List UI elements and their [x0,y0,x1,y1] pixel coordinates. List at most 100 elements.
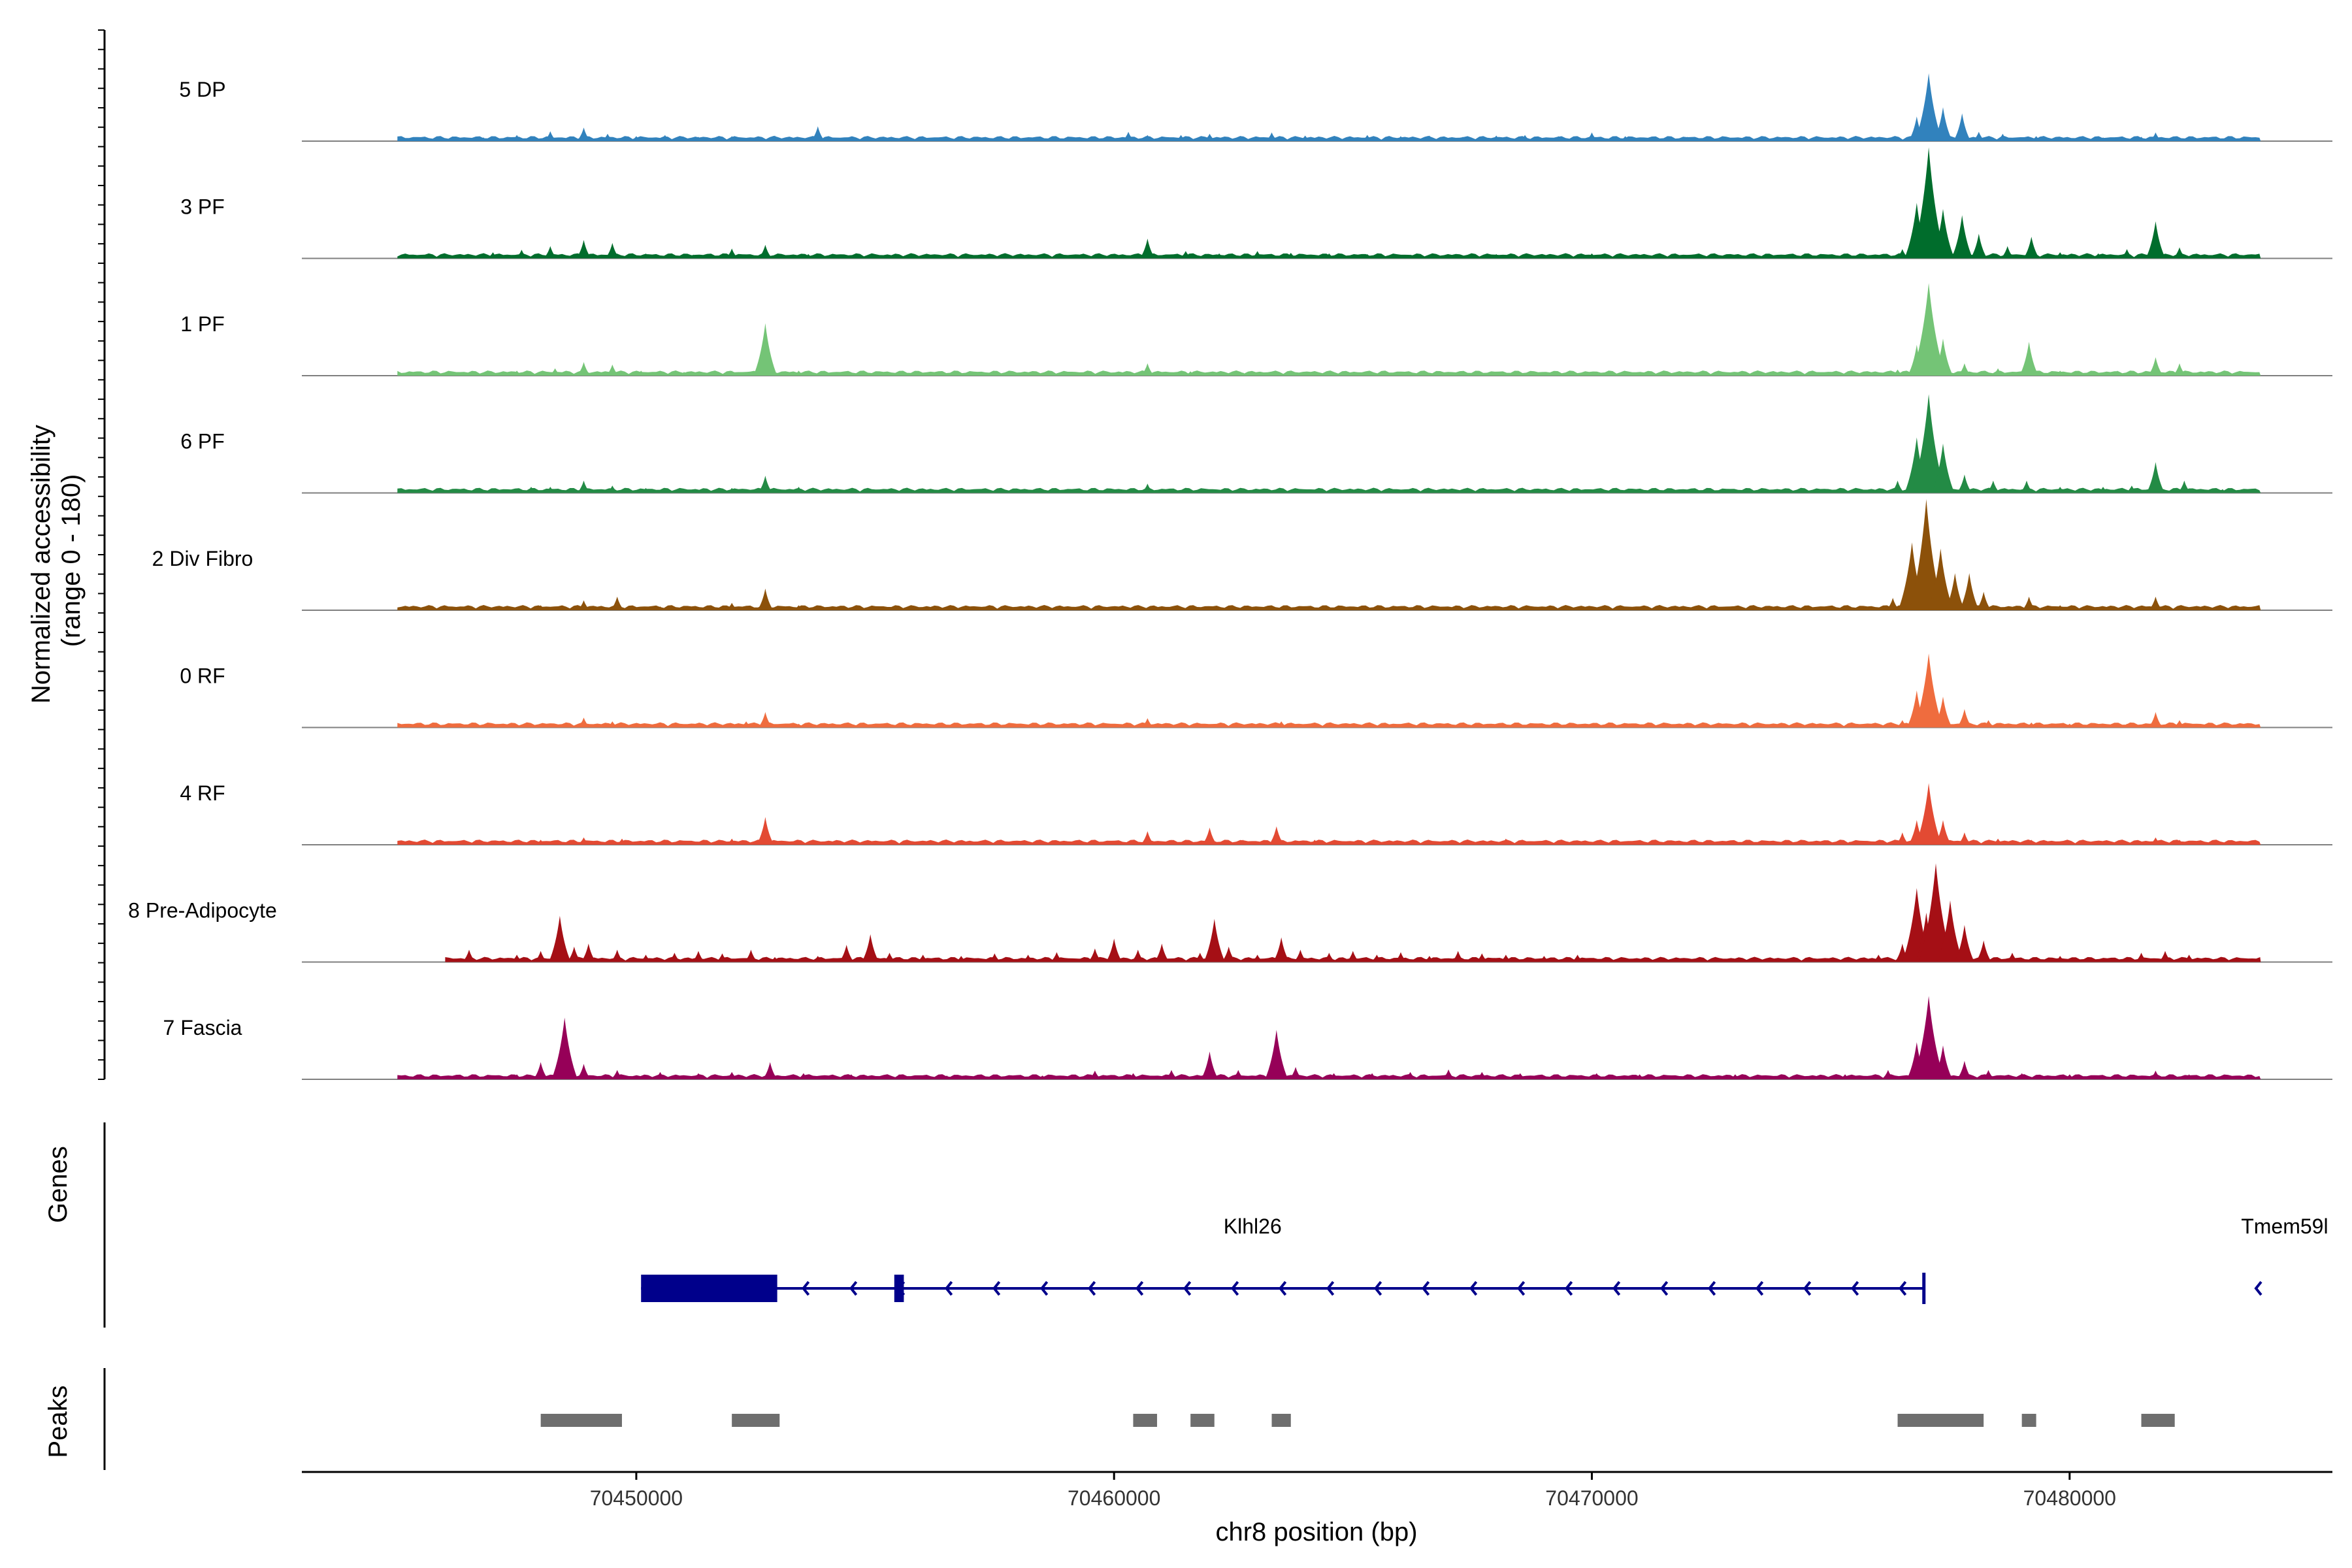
strand-arrow [1851,1281,1859,1296]
signal-peak [1848,255,1861,259]
signal-peak [576,240,592,259]
x-axis-title: chr8 position (bp) [1215,1518,1417,1546]
signal-peak [2097,137,2110,141]
signal-peak [1370,841,1384,845]
signal-peak [2134,137,2148,141]
signal-peak [2149,1070,2163,1079]
strand-arrow [849,1281,858,1296]
signal-peak [1193,953,1207,962]
signal-peak [1403,1071,1417,1079]
signal-peak [792,487,806,493]
signal-peak [615,838,629,845]
signal-peak [1680,255,1694,259]
signal-peak [2215,139,2229,141]
signal-peak [1105,938,1122,962]
signal-peak [610,1070,624,1079]
signal-peak [1322,607,1336,610]
gene-model: Tmem59l [2241,1215,2328,1296]
signal-peak [653,724,667,728]
signal-peak [678,489,691,493]
signal-peak [1976,940,1992,962]
signal-peak [1451,951,1465,962]
signal-peak [810,126,825,141]
signal-peak [581,943,596,962]
signal-peak [1513,1073,1527,1079]
signal-peak [1184,371,1198,376]
signal-peak [1991,838,2005,845]
signal-peak [845,607,858,610]
signal-peak [2053,605,2067,610]
signal-peak [2110,1074,2124,1079]
signal-peak [2025,722,2038,728]
strand-arrow [1231,1281,1239,1296]
signal-peak [1953,113,1971,141]
signal-peak [1174,135,1188,141]
signal-peak [1184,605,1198,610]
signal-peak [845,1074,858,1079]
signal-peak [534,605,547,610]
signal-peak [1203,919,1226,962]
signal-peak [1957,474,1972,493]
signal-peak [543,246,557,259]
signal-peak [1036,1075,1049,1079]
x-tick-label: 70450000 [590,1486,683,1510]
signal-peak [1327,1073,1341,1079]
signal-peak [1618,489,1632,493]
signal-peak [486,725,500,728]
signal-peak [1791,255,1804,259]
signal-peak [1021,139,1035,141]
signal-peak [1982,720,1995,728]
signal-peak [1442,841,1456,845]
signal-peak [1982,1070,1995,1079]
signal-peak [2097,487,2110,493]
signal-peak [1776,1074,1789,1079]
signal-peak [2110,841,2124,845]
signal-peak [1931,208,1955,259]
signal-peak [1365,1073,1379,1079]
signal-peak [2215,608,2229,610]
signal-peak [1442,373,1456,376]
signal-peak [1236,840,1250,845]
signal-peak [1465,725,1479,728]
signal-peak [1824,139,1838,141]
signal-peak [2173,137,2186,141]
signal-peak [1131,949,1145,962]
signal-peak [486,252,500,259]
signal-peak [678,372,691,376]
signal-peak [1394,606,1407,610]
signal-peak [1970,233,1987,259]
signal-peak [1912,996,1945,1079]
strand-arrow [1326,1281,1335,1296]
signal-peak [1050,952,1064,962]
signal-peak [2182,1074,2196,1079]
signal-peak [1957,709,1972,728]
signal-peak [762,1062,777,1079]
signal-peak [2172,363,2187,376]
signal-peak [510,370,524,376]
signal-peak [2063,1074,2076,1079]
signal-peak [1800,373,1814,376]
signal-peak [1824,607,1838,610]
gene-label: Tmem59l [2241,1215,2328,1238]
signal-peak [1499,838,1512,845]
signal-peak [1680,489,1694,493]
signal-peak [1165,840,1178,845]
signal-peak [576,127,591,141]
signal-peak [1933,1045,1953,1079]
signal-peak [988,842,1002,845]
signal-peak [576,1064,591,1079]
signal-peak [1227,606,1240,610]
signal-peak [1571,955,1584,962]
signal-peak [988,1075,1002,1079]
track-label: 1 PF [180,312,225,336]
signal-peak [2110,370,2124,376]
peak-region [1897,1414,1984,1427]
signal-peak [1728,373,1742,376]
signal-peak [1140,831,1154,845]
signal-peak [2025,840,2038,845]
strand-arrow [1612,1281,1621,1296]
signal-peak [1308,840,1322,845]
signal-peak [1442,254,1456,259]
strand-arrow [945,1281,953,1296]
signal-peak [639,955,653,962]
